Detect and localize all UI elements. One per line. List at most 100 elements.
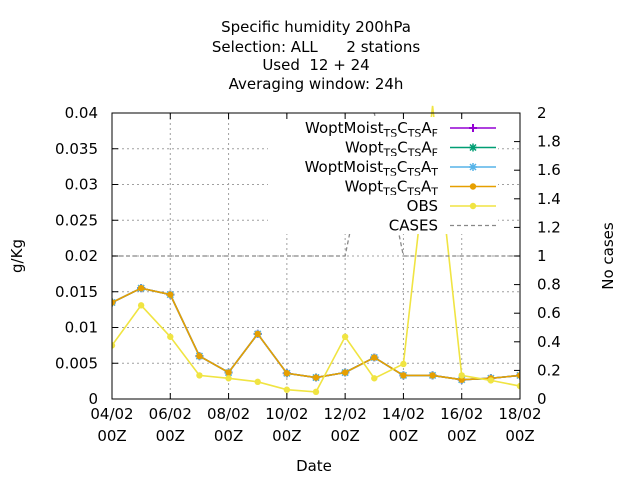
legend-label-part: T [430,166,438,179]
x-tick-label-hour: 00Z [389,427,418,445]
legend-label-part: A [421,139,432,157]
y2-tick-label: 1.4 [537,190,561,208]
title-line-4: Averaging window: 24h [229,75,404,93]
series-point [254,330,261,338]
series-point [312,374,320,381]
y-axis-label: g/Kg [8,239,26,273]
x-tick-label: 06/02 [149,405,192,423]
legend-backdrop [268,175,498,195]
series-point [429,372,436,379]
y-tick-label: 0.02 [65,247,98,265]
title-line-2: Selection: ALL 2 stations [212,38,420,56]
legend-label: WoptTSCTSAF [345,139,438,160]
series-point [137,302,145,309]
series-point [312,388,320,396]
x-tick-label: 10/02 [265,405,308,423]
y2-tick-label: 1.8 [537,133,561,151]
y2-tick-label: 0 [537,390,547,408]
series-point [137,284,145,292]
series-point [112,342,116,349]
chart-title: Specific humidity 200hPa Selection: ALL … [212,18,420,93]
legend-label-part: A [421,158,432,176]
legend-backdrop [268,195,498,215]
x-tick-label: 14/02 [382,405,425,423]
x-tick-label-hour: 00Z [214,427,243,445]
x-tick-label-hour: 00Z [272,427,301,445]
y-tick-label: 0.035 [55,140,98,158]
legend-label-part: C [397,178,407,196]
axes: 04/02 00Z 06/02 00Z 08/02 00Z 10/02 00Z 12/02 00Z… [55,104,561,445]
x-tick-label: 18/02 [498,405,541,423]
y2-tick-label: 0.2 [537,361,561,379]
legend-label-part: C [397,119,407,137]
series-point [283,386,291,393]
y2-tick-label: 0.6 [537,304,561,322]
y2-axis-label: No cases [599,222,617,290]
y-tick-label: 0.01 [65,319,98,337]
y2-tick-label: 0.8 [537,276,561,294]
series-point [225,369,232,376]
x-tick-label-hour: 00Z [447,427,476,445]
legend-label-part: CASES [389,217,438,235]
x-tick-label: 12/02 [324,405,367,423]
series-point [196,352,203,360]
series-point [283,370,291,377]
series-point [469,124,477,132]
legend-label-part: F [432,147,438,160]
legend-label-part: WoptMoist [305,119,384,137]
legend: WoptMoistTSCTSAFWoptTSCTSAFWoptMoistTSCT… [268,117,498,235]
series-point [225,375,232,382]
x-tick-label: 08/02 [207,405,250,423]
legend-label: OBS [407,197,438,215]
x-tick-label-hour: 00Z [505,427,534,445]
legend-backdrop [268,117,498,137]
series-point [371,354,378,361]
series-point [400,372,407,379]
series-point [469,143,477,152]
series-point [516,382,520,390]
legend-backdrop [268,214,498,234]
series-point [167,333,174,340]
x-tick-label-hour: 00Z [330,427,359,445]
series-point [112,299,116,306]
y2-tick-label: 1.2 [537,218,561,236]
legend-label-part: OBS [407,197,438,215]
series-4 [112,105,520,396]
series-layer [112,105,520,396]
y2-tick-label: 1.6 [537,161,561,179]
legend-label-part: A [421,178,432,196]
series-point [196,372,203,379]
series-line [112,287,520,381]
series-point [400,360,407,368]
series-point [469,202,477,210]
legend-label-part: Wopt [345,139,384,157]
y-tick-label: 0 [88,390,98,408]
x-tick-label: 04/02 [90,405,133,423]
x-tick-label-hour: 00Z [97,427,126,445]
legend-label: CASES [389,217,438,235]
series-3 [112,284,520,383]
legend-label-part: Wopt [345,178,384,196]
y-tick-label: 0.025 [55,211,98,229]
series-point [371,375,378,382]
title-line-1: Specific humidity 200hPa [221,18,411,36]
y-tick-label: 0.03 [65,176,98,194]
series-point [254,378,261,386]
legend-label-part: C [397,158,407,176]
legend-label-part: C [397,139,407,157]
legend-label-part: A [421,119,432,137]
legend-label-part: T [430,186,438,199]
series-point [516,372,520,379]
title-line-3: Used 12 + 24 [262,56,369,74]
series-point [487,377,495,384]
y2-tick-label: 1 [537,247,547,265]
series-point [458,372,465,379]
series-point [341,333,349,340]
series-point [341,369,349,376]
legend-label-part: F [432,127,438,140]
legend-label-part: WoptMoist [305,158,384,176]
series-point [469,183,477,190]
y-tick-label: 0.015 [55,283,98,301]
y-tick-label: 0.005 [55,354,98,372]
